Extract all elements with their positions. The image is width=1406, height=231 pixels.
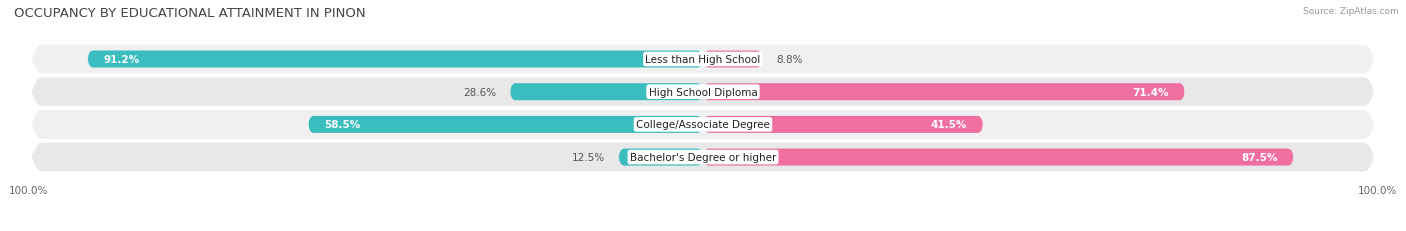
Text: High School Diploma: High School Diploma [648,87,758,97]
Text: College/Associate Degree: College/Associate Degree [636,120,770,130]
FancyBboxPatch shape [703,116,983,133]
Text: Source: ZipAtlas.com: Source: ZipAtlas.com [1303,7,1399,16]
FancyBboxPatch shape [32,110,1374,139]
FancyBboxPatch shape [703,84,1185,101]
Text: 87.5%: 87.5% [1241,152,1277,162]
Text: 91.2%: 91.2% [104,55,139,65]
Text: 41.5%: 41.5% [931,120,967,130]
Text: OCCUPANCY BY EDUCATIONAL ATTAINMENT IN PINON: OCCUPANCY BY EDUCATIONAL ATTAINMENT IN P… [14,7,366,20]
FancyBboxPatch shape [32,143,1374,172]
FancyBboxPatch shape [510,84,703,101]
FancyBboxPatch shape [32,78,1374,107]
Text: 8.8%: 8.8% [776,55,803,65]
Text: 58.5%: 58.5% [325,120,361,130]
Text: 12.5%: 12.5% [572,152,605,162]
FancyBboxPatch shape [703,149,1294,166]
Text: 71.4%: 71.4% [1132,87,1168,97]
FancyBboxPatch shape [308,116,703,133]
FancyBboxPatch shape [619,149,703,166]
Text: 28.6%: 28.6% [464,87,496,97]
FancyBboxPatch shape [703,51,762,68]
FancyBboxPatch shape [87,51,703,68]
Text: Less than High School: Less than High School [645,55,761,65]
FancyBboxPatch shape [32,46,1374,74]
Text: Bachelor's Degree or higher: Bachelor's Degree or higher [630,152,776,162]
